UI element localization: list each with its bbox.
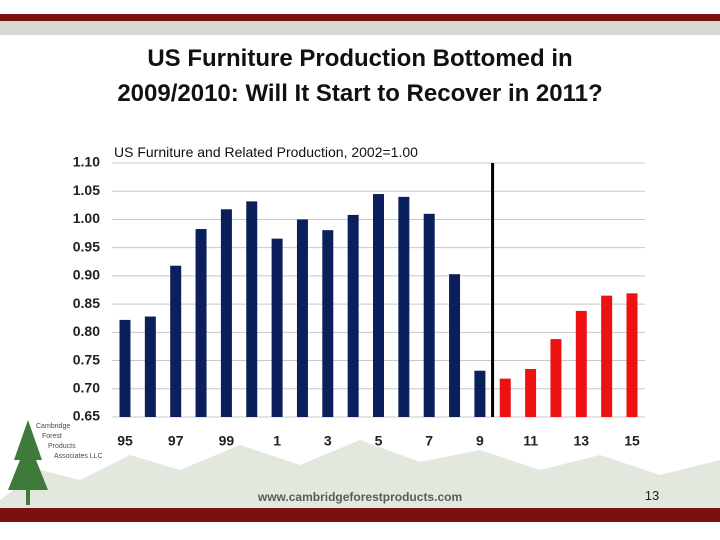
x-tick-label: 1 bbox=[273, 433, 281, 449]
bar bbox=[525, 369, 537, 417]
bar bbox=[550, 339, 562, 417]
y-tick-label: 0.90 bbox=[73, 267, 100, 283]
bar bbox=[499, 378, 511, 417]
y-tick-label: 1.00 bbox=[73, 210, 100, 226]
y-tick-label: 1.10 bbox=[73, 154, 100, 170]
logo-tree bbox=[8, 420, 48, 505]
bar bbox=[170, 265, 182, 417]
bar bbox=[246, 201, 258, 417]
bar bbox=[601, 295, 613, 417]
bottom-band bbox=[0, 508, 720, 522]
x-tick-label: 97 bbox=[168, 433, 184, 449]
top-band bbox=[0, 14, 720, 21]
bar bbox=[423, 213, 435, 417]
bar bbox=[322, 230, 334, 417]
y-tick-label: 0.75 bbox=[73, 351, 100, 367]
x-tick-label: 5 bbox=[375, 433, 383, 449]
y-tick-label: 0.65 bbox=[73, 408, 100, 424]
bar bbox=[296, 219, 308, 417]
x-tick-label: 13 bbox=[574, 433, 590, 449]
logo-text: Cambridge bbox=[36, 423, 70, 430]
y-tick-label: 0.95 bbox=[73, 238, 100, 254]
page-number: 13 bbox=[645, 488, 659, 503]
footer-url: www.cambridgeforestproducts.com bbox=[257, 490, 462, 504]
bar bbox=[144, 316, 156, 417]
chart-subtitle: US Furniture and Related Production, 200… bbox=[114, 144, 418, 160]
bar bbox=[474, 370, 486, 417]
x-tick-label: 95 bbox=[117, 433, 133, 449]
y-tick-label: 0.85 bbox=[73, 295, 100, 311]
hills bbox=[0, 440, 720, 508]
x-tick-label: 15 bbox=[624, 433, 640, 449]
top-band-light bbox=[0, 21, 720, 35]
x-tick-label: 7 bbox=[425, 433, 433, 449]
x-tick-label: 3 bbox=[324, 433, 332, 449]
bar bbox=[347, 214, 359, 417]
bar bbox=[373, 194, 384, 417]
y-tick-label: 1.05 bbox=[73, 182, 100, 198]
bar bbox=[119, 319, 131, 417]
x-tick-label: 11 bbox=[523, 433, 538, 449]
x-tick-label: 9 bbox=[476, 433, 484, 449]
logo-text: Products bbox=[48, 443, 76, 450]
logo-text: Forest bbox=[42, 433, 62, 440]
y-tick-label: 0.70 bbox=[73, 379, 100, 395]
bar bbox=[449, 274, 461, 417]
bar bbox=[271, 238, 283, 417]
y-tick-label: 0.80 bbox=[73, 323, 100, 339]
title-line-1: US Furniture Production Bottomed in 2009/… bbox=[117, 45, 602, 107]
bar bbox=[575, 310, 587, 417]
bar bbox=[626, 293, 638, 417]
bar bbox=[195, 229, 207, 417]
bar bbox=[398, 196, 410, 417]
logo-text: Associates LLC bbox=[54, 453, 103, 460]
bar bbox=[220, 209, 232, 417]
x-tick-label: 99 bbox=[219, 433, 235, 449]
